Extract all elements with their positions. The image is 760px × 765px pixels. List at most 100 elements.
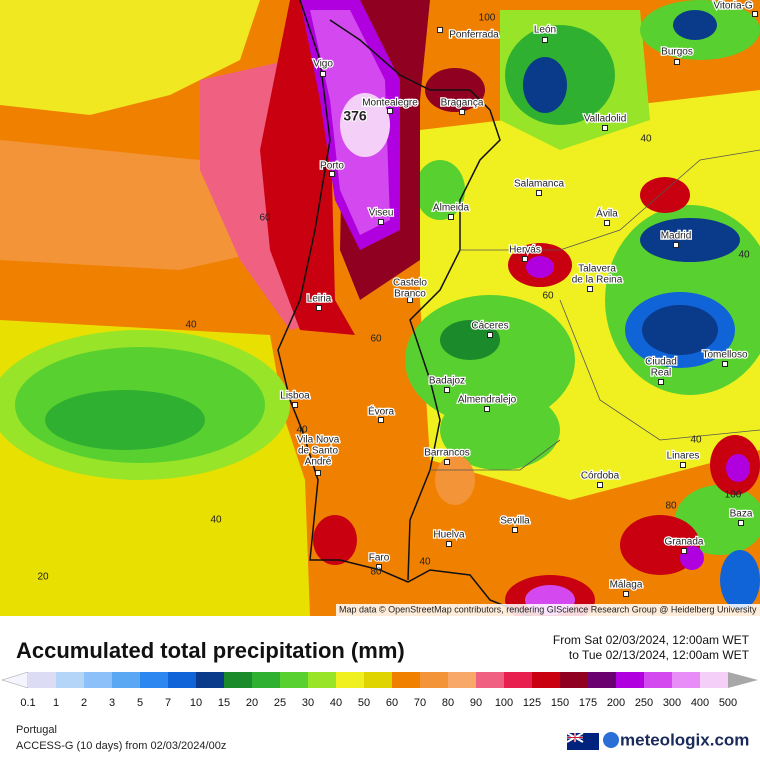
field: [313, 515, 357, 565]
legend-tick-label: 90: [470, 697, 482, 709]
legend-swatch: [336, 672, 364, 688]
city-dot: [315, 470, 321, 476]
city-label: Porto: [320, 161, 344, 172]
region: Portugal: [16, 724, 57, 736]
city-dot: [387, 108, 393, 114]
city-label: León: [534, 25, 556, 36]
city-label: Vitoria-G: [713, 1, 752, 12]
max-label: 376: [343, 108, 367, 124]
city-label: Huelva: [433, 530, 465, 541]
city-label: Burgos: [661, 47, 693, 58]
legend-tick-label: 400: [691, 697, 709, 709]
legend-tick-label: 5: [137, 697, 143, 709]
field: [673, 10, 717, 40]
legend-swatch: [420, 672, 448, 688]
city-dot: [738, 520, 744, 526]
city-dot: [448, 214, 454, 220]
legend-swatch: [364, 672, 392, 688]
legend-tick-label: 150: [551, 697, 569, 709]
region-border: [430, 149, 760, 471]
city-label: André: [305, 457, 332, 468]
field: [726, 454, 750, 482]
date-to: to Tue 02/13/2024, 12:00am WET: [569, 648, 750, 662]
city-dot: [680, 462, 686, 468]
city-label: Valladolid: [584, 114, 627, 125]
city-dot: [407, 297, 413, 303]
legend-tick-label: 20: [246, 697, 258, 709]
legend-tick-label: 0.1: [20, 697, 35, 709]
contour-label: 60: [542, 291, 554, 302]
legend-swatch: [672, 672, 700, 688]
city-dot: [444, 387, 450, 393]
legend-tick-label: 250: [635, 697, 653, 709]
city-dot: [459, 109, 465, 115]
city-dot: [376, 564, 382, 570]
legend-swatch: [56, 672, 84, 688]
city-label: Málaga: [610, 580, 643, 591]
legend-tick-label: 3: [109, 697, 115, 709]
field: [720, 550, 760, 610]
field: [440, 320, 500, 360]
legend-swatch: [196, 672, 224, 688]
legend-swatch: [252, 672, 280, 688]
city-label: Sevilla: [500, 516, 530, 527]
city-dot: [292, 402, 298, 408]
legend-tick-label: 25: [274, 697, 286, 709]
legend-tick-label: 2: [81, 697, 87, 709]
city-label: Montealegre: [362, 98, 418, 109]
legend-swatch: [616, 672, 644, 688]
field: [640, 177, 690, 213]
legend-over: [728, 672, 758, 688]
legend-swatch: [504, 672, 532, 688]
map: Vitoria-G Ponferrada León Burgos Vigo Monteal…: [0, 0, 760, 625]
legend-tick-label: 70: [414, 697, 426, 709]
city-dot: [604, 220, 610, 226]
city-labels: Vitoria-G Ponferrada León Burgos Vigo Monteal…: [279, 0, 758, 597]
city-dot: [722, 361, 728, 367]
city-label: Faro: [369, 553, 390, 564]
legend-swatch: [700, 672, 728, 688]
legend-swatch: [168, 672, 196, 688]
field: [340, 93, 390, 157]
city-dot: [522, 256, 528, 262]
legend-tick-label: 200: [607, 697, 625, 709]
city-dot: [658, 379, 664, 385]
city-label: Linares: [667, 451, 700, 462]
city-label: Évora: [368, 405, 395, 418]
model: ACCESS-G (10 days) from 02/03/2024/00z: [16, 740, 226, 752]
field: [640, 218, 740, 262]
contour-label: 40: [640, 134, 652, 145]
city-label: Vila Nova: [297, 435, 340, 446]
contour-label: 40: [296, 425, 308, 436]
city-dot: [752, 11, 758, 17]
attribution-box: [336, 604, 760, 616]
contour-label: 80: [370, 567, 382, 578]
field: [435, 455, 475, 505]
legend-swatch: [532, 672, 560, 688]
city-label: Talavera: [578, 264, 616, 275]
city-label: Almendralejo: [458, 395, 517, 406]
city-label: Bragança: [441, 98, 484, 109]
city-label: Viseu: [369, 208, 394, 219]
legend-swatch: [140, 672, 168, 688]
legend-tick-label: 80: [442, 697, 454, 709]
field: [45, 390, 205, 450]
legend-swatch: [644, 672, 672, 688]
city-label: Lisboa: [280, 391, 310, 402]
legend-tick-label: 125: [523, 697, 541, 709]
flag-cross: [567, 733, 583, 742]
legend-swatch: [84, 672, 112, 688]
city-label: Ponferrada: [449, 30, 499, 41]
legend-tick-label: 40: [330, 697, 342, 709]
city-label: Ciudad: [645, 357, 677, 368]
city-dot: [437, 27, 443, 33]
city-label: Leiria: [307, 294, 332, 305]
city-label: Branco: [394, 289, 426, 300]
city-dot: [623, 591, 629, 597]
attribution: Map data © OpenStreetMap contributors, r…: [339, 604, 757, 614]
contour-label: 40: [738, 250, 750, 261]
city-label: Baza: [730, 509, 753, 520]
city-dot: [587, 286, 593, 292]
city-dot: [536, 190, 542, 196]
